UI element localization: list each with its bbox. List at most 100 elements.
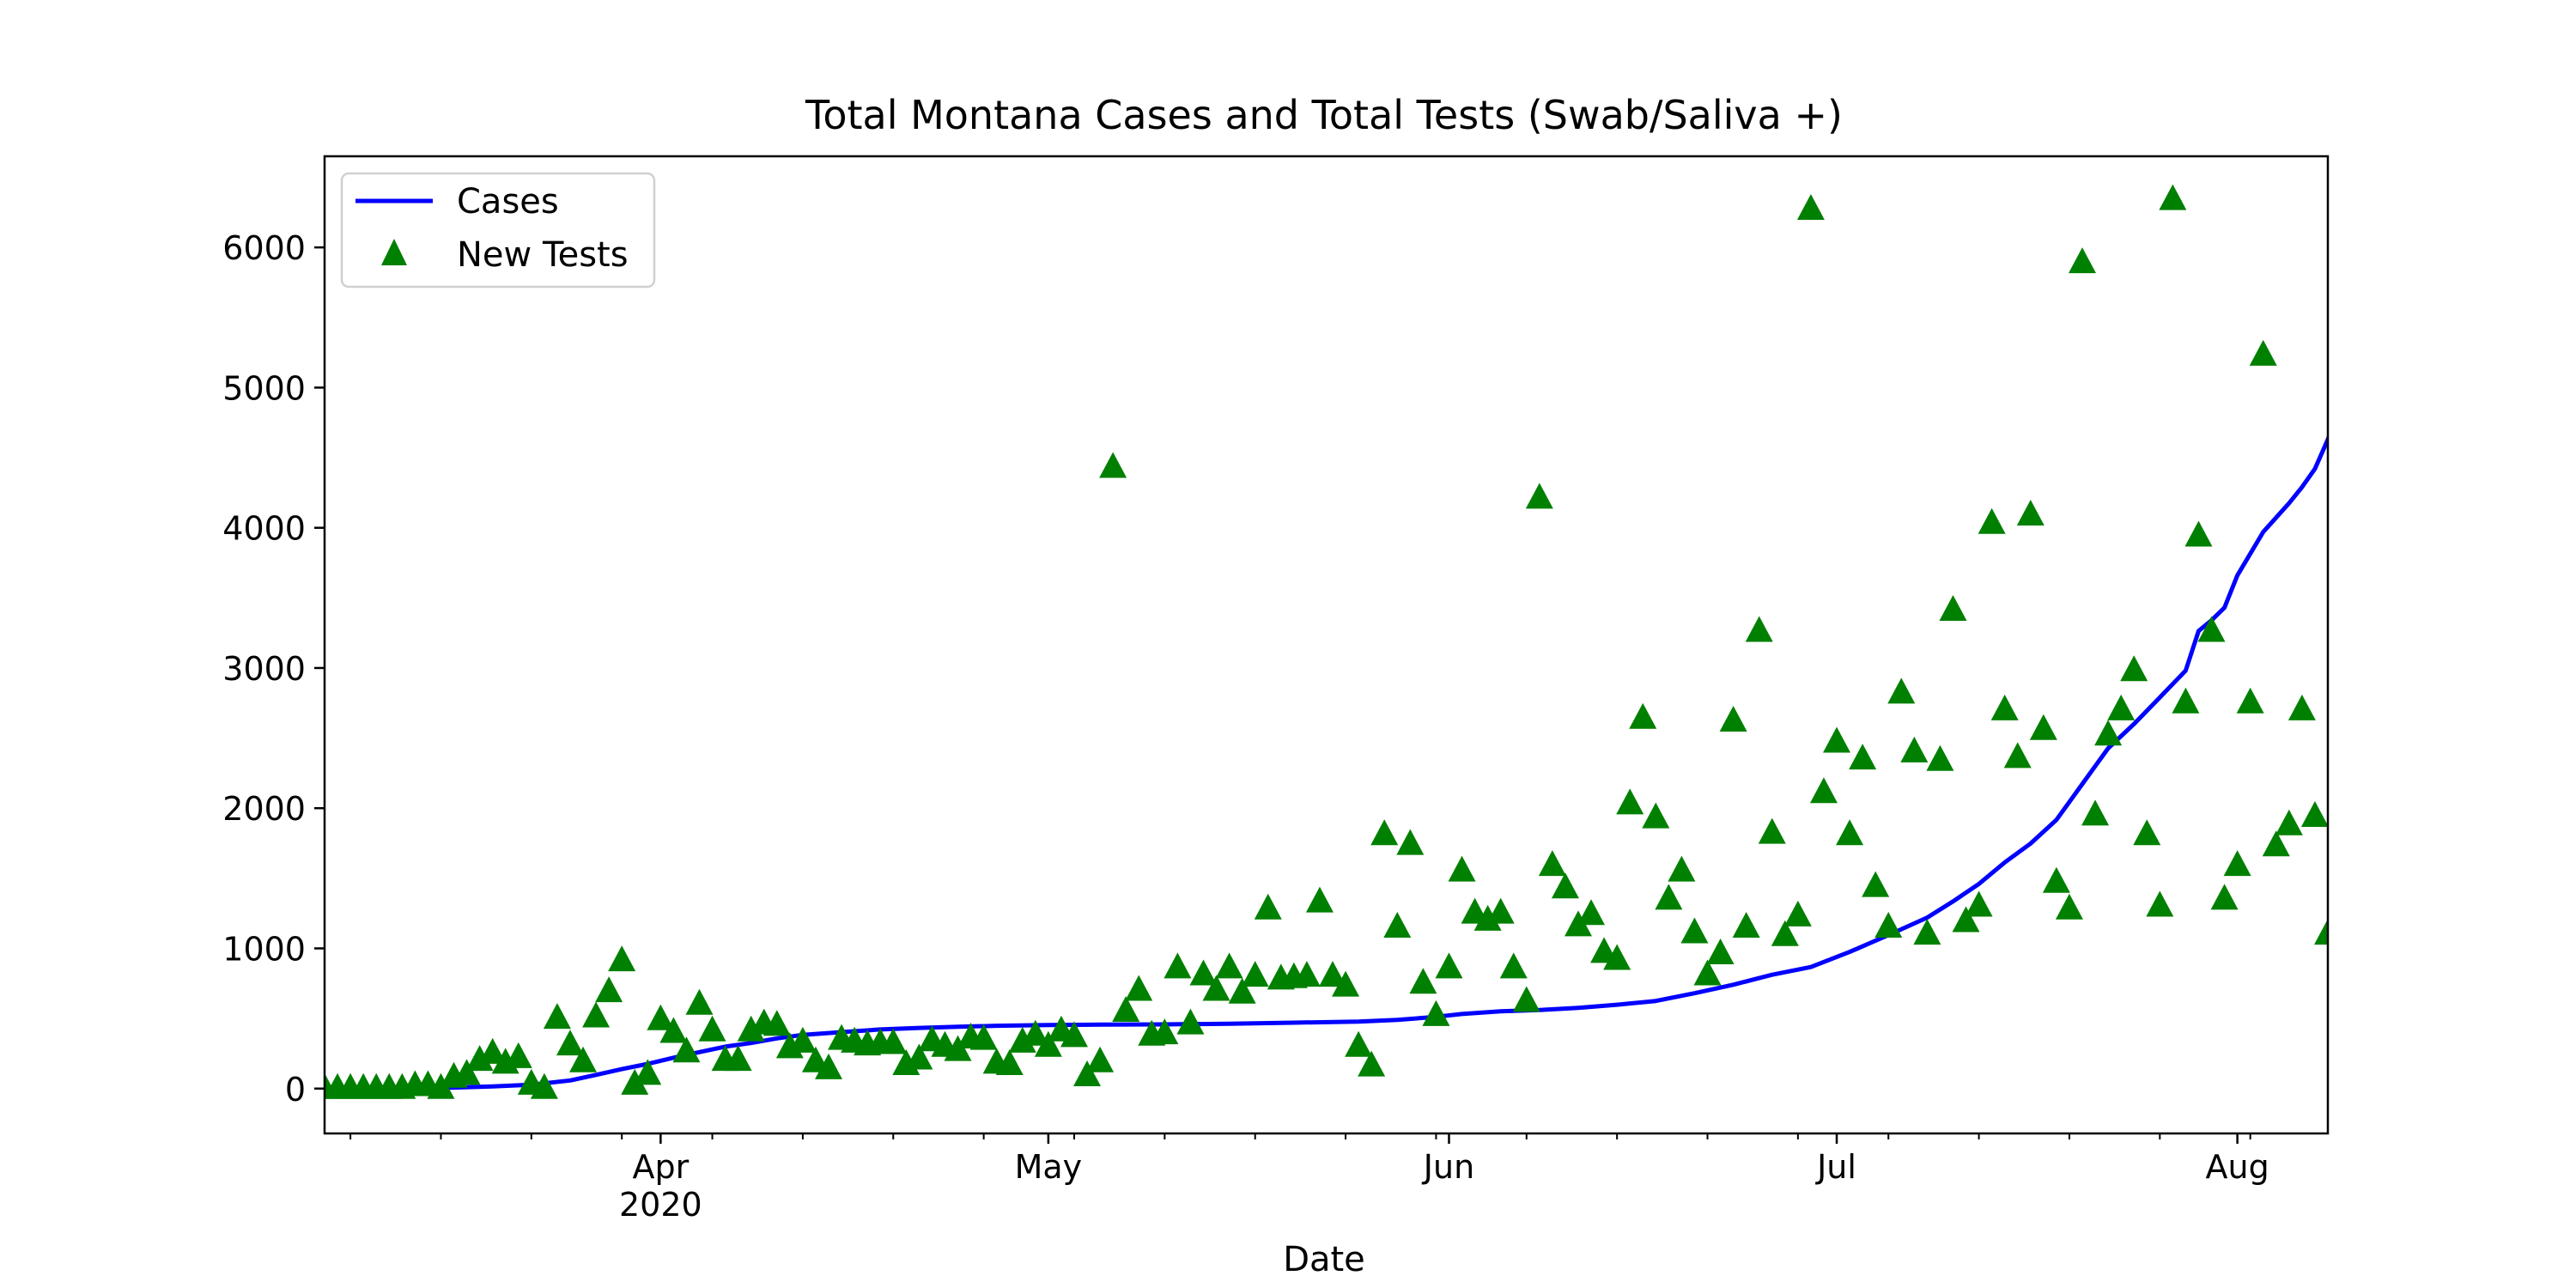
new-tests-marker [788, 1026, 817, 1053]
new-tests-marker [1603, 944, 1631, 970]
new-tests-marker [969, 1024, 998, 1050]
new-tests-marker [2042, 866, 2070, 893]
new-tests-marker [1202, 975, 1230, 1001]
new-tests-marker [685, 988, 714, 1015]
legend-tests-swatch [381, 239, 407, 265]
plot-series [325, 184, 2328, 1099]
new-tests-marker [2069, 247, 2097, 274]
new-tests-marker [1939, 594, 1967, 621]
y-tick-label: 1000 [222, 930, 306, 968]
new-tests-marker [2249, 339, 2277, 366]
new-tests-marker [1409, 968, 1437, 994]
new-tests-marker [1796, 194, 1825, 221]
new-tests-marker [1332, 970, 1360, 997]
new-tests-marker [2029, 714, 2057, 740]
axes-frame [323, 155, 2330, 1135]
new-tests-marker [1965, 890, 1993, 917]
x-tick-sublabel: 2020 [619, 1186, 702, 1224]
new-tests-marker [1771, 920, 1799, 946]
new-tests-marker [1874, 911, 1903, 938]
new-tests-marker [1422, 999, 1450, 1026]
new-tests-marker [1034, 1030, 1062, 1057]
new-tests-marker [1978, 507, 2006, 534]
new-tests-marker [1745, 616, 1773, 642]
new-tests-marker [2120, 655, 2148, 682]
new-tests-marker [1060, 1021, 1088, 1048]
new-tests-marker [815, 1053, 843, 1079]
legend-cases-label: Cases [457, 182, 559, 222]
new-tests-marker [1241, 961, 1269, 987]
new-tests-marker [1486, 897, 1515, 924]
new-tests-marker [698, 1015, 726, 1042]
x-axis-label: Date [1283, 1240, 1365, 1279]
new-tests-marker [1254, 893, 1282, 920]
new-tests-marker [2236, 687, 2264, 714]
new-tests-marker [1292, 961, 1321, 987]
new-tests-marker [1021, 1019, 1049, 1046]
new-tests-marker [1215, 952, 1243, 979]
new-tests-marker [2159, 184, 2187, 210]
new-tests-marker [569, 1046, 598, 1072]
new-tests-marker [647, 1004, 675, 1030]
new-tests-marker [2184, 520, 2213, 547]
new-tests-marker [1732, 911, 1760, 938]
new-tests-marker [1809, 777, 1838, 804]
new-tests-marker [2210, 884, 2239, 910]
new-tests-marker [1151, 1018, 1179, 1045]
new-tests-marker [1473, 904, 1502, 931]
new-tests-marker [1008, 1026, 1036, 1053]
new-tests-marker [1512, 986, 1540, 1012]
chart-title: Total Montana Cases and Total Tests (Swa… [805, 92, 1843, 138]
new-tests-marker [2146, 890, 2174, 917]
new-tests-marker [724, 1045, 752, 1072]
new-tests-marker [1345, 1030, 1373, 1057]
new-tests-marker [530, 1072, 558, 1099]
new-tests-marker [478, 1037, 507, 1064]
new-tests-marker [1073, 1060, 1102, 1087]
new-tests-marker [1112, 995, 1140, 1022]
new-tests-marker [2223, 850, 2251, 877]
x-tick-label: Apr [632, 1148, 689, 1186]
new-tests-marker [621, 1068, 649, 1095]
x-tick-label: Jun [1422, 1148, 1474, 1186]
new-tests-marker [1551, 872, 1579, 899]
new-tests-marker [2081, 799, 2110, 826]
new-tests-marker [2016, 499, 2044, 526]
y-tick-label: 5000 [222, 369, 306, 407]
new-tests-marker [1176, 1008, 1205, 1035]
x-tick-label: Jul [1815, 1148, 1856, 1186]
new-tests-marker [1228, 977, 1256, 1004]
legend: Cases New Tests [340, 172, 656, 289]
cases-line [325, 433, 2328, 1091]
new-tests-marker [595, 976, 623, 1003]
new-tests-marker [879, 1028, 908, 1054]
new-tests-marker [1319, 961, 1347, 987]
new-tests-marker [1990, 694, 2019, 720]
new-tests-marker [1913, 919, 1941, 945]
new-tests-marker [1952, 906, 1980, 933]
new-tests-marker [1642, 802, 1670, 829]
new-tests-marker [1836, 819, 1864, 846]
new-tests-marker [1693, 959, 1722, 986]
new-tests-marker [995, 1048, 1024, 1075]
new-tests-marker [905, 1043, 933, 1070]
new-tests-marker [2172, 687, 2200, 714]
new-tests-marker [1564, 910, 1593, 937]
new-tests-marker [1396, 829, 1425, 855]
new-tests-marker [1577, 899, 1606, 926]
plot-area [325, 184, 2328, 1099]
new-tests-marker [1383, 911, 1412, 938]
new-tests-marker [1758, 817, 1786, 844]
new-tests-marker [1086, 1046, 1115, 1072]
new-tests-marker [608, 945, 636, 972]
new-tests-marker [2107, 694, 2136, 720]
new-tests-marker [634, 1059, 662, 1085]
new-tests-marker [2133, 819, 2161, 846]
new-tests-marker [1783, 900, 1812, 927]
new-tests-marker [1538, 850, 1566, 877]
new-tests-marker [1849, 744, 1877, 770]
new-tests-marker [2300, 801, 2328, 828]
new-tests-marker [1125, 975, 1153, 1001]
